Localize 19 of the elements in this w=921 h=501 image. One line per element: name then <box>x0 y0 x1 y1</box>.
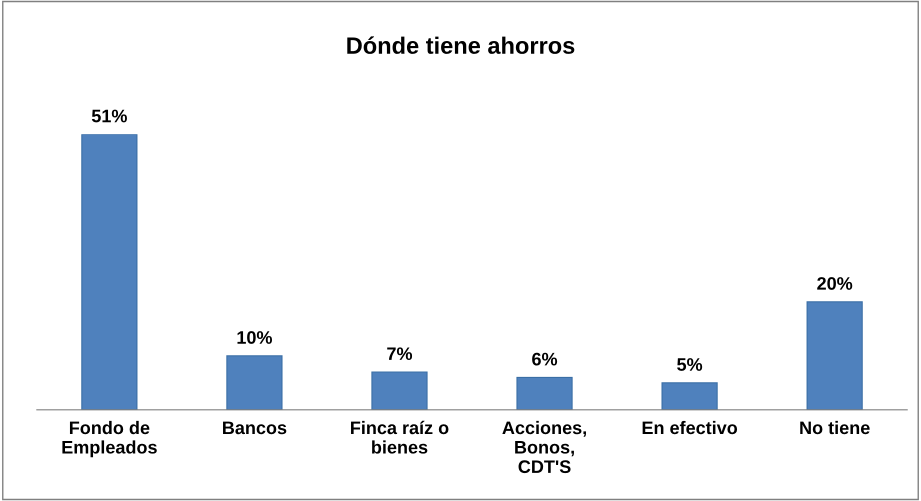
x-tick-label: Fondo de Empleados <box>62 420 157 458</box>
bar <box>81 134 138 410</box>
bar <box>661 382 718 410</box>
x-tick-label: Bancos <box>223 422 286 434</box>
x-tick-label: En efectivo <box>642 420 738 434</box>
x-tick-label: Finca raíz o bienes <box>351 420 448 454</box>
chart-title: Dónde tiene ahorros <box>347 36 574 54</box>
data-label: 6% <box>532 352 558 366</box>
data-label: 5% <box>677 358 702 371</box>
bar <box>371 371 428 410</box>
data-label: 7% <box>387 347 412 360</box>
bar <box>226 355 283 410</box>
data-label: 51% <box>92 110 127 122</box>
x-tick-label: No tiene <box>800 420 870 434</box>
data-label: 10% <box>237 331 272 344</box>
x-tick-label: Acciones, Bonos, CDT'S <box>502 420 586 474</box>
data-label: 20% <box>817 277 852 290</box>
bar <box>806 301 863 410</box>
bar <box>516 376 573 410</box>
